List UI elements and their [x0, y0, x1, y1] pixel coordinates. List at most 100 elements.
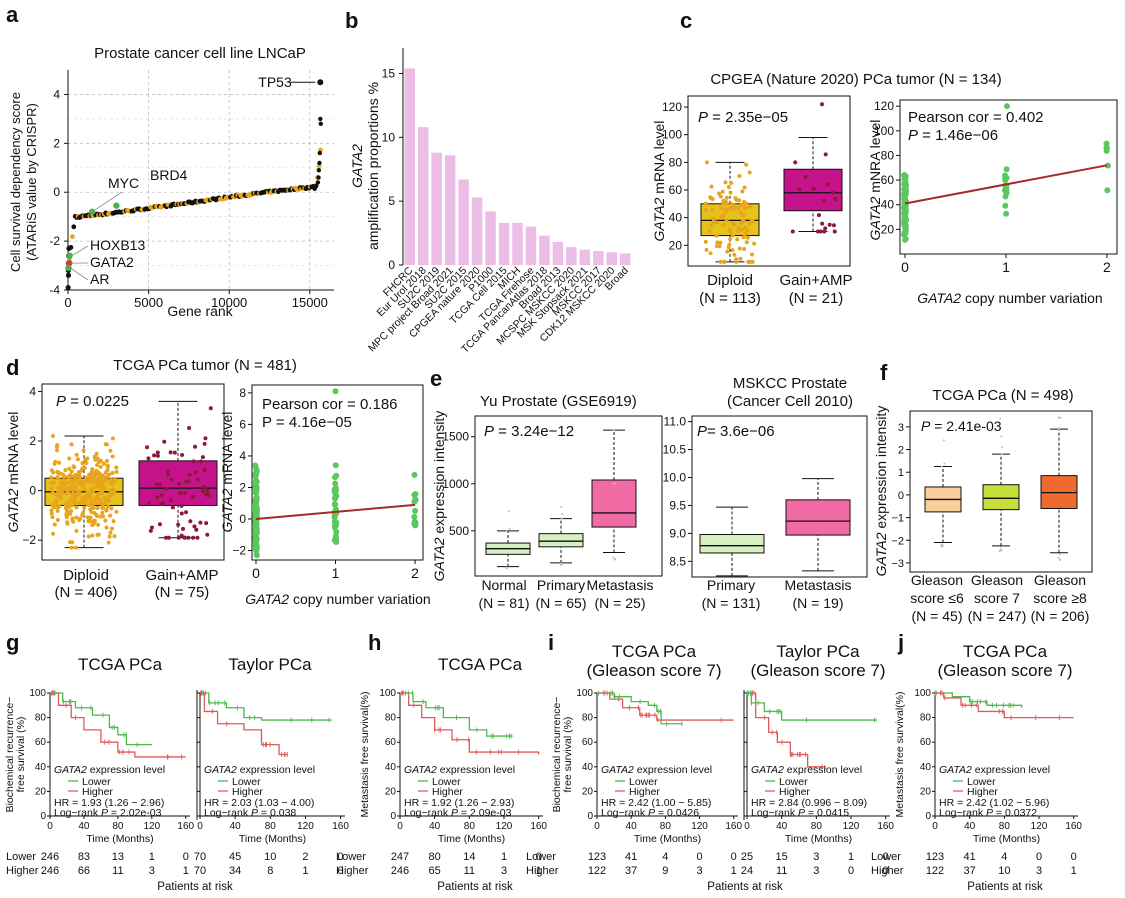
data-point	[109, 492, 114, 497]
y-axis-label: GATA2 mRNA level	[219, 412, 235, 533]
y-tick-label: 80	[920, 713, 932, 724]
data-point	[109, 506, 114, 511]
y-tick-label: 120	[662, 100, 682, 114]
data-point	[68, 540, 73, 545]
legend-higher: Higher	[967, 786, 998, 798]
data-point	[253, 495, 260, 502]
y-axis-label: free survival (%)	[562, 717, 574, 793]
x-tick-label: 160	[332, 821, 349, 832]
group-n: (N = 75)	[155, 584, 210, 601]
highlight-point	[66, 259, 73, 267]
y-tick-label: 0	[390, 811, 396, 822]
km-curve-higher	[747, 692, 826, 770]
y-tick-label: 6	[239, 417, 246, 431]
data-point	[66, 474, 71, 479]
data-point	[317, 150, 323, 156]
outlier	[612, 482, 615, 485]
data-point	[741, 201, 746, 206]
fit-line	[904, 164, 1108, 205]
km-curve-higher	[597, 692, 734, 721]
outlier	[612, 429, 615, 432]
km-curve-lower	[747, 692, 877, 721]
data-point	[187, 472, 192, 477]
box	[699, 534, 765, 554]
y-tick-label: 2	[898, 445, 904, 457]
risk-count-higher: 37	[964, 865, 976, 877]
outlier	[1000, 435, 1003, 438]
risk-count-higher: 34	[229, 865, 241, 877]
outlier	[505, 529, 508, 532]
data-point	[331, 524, 338, 531]
data-point	[105, 468, 110, 473]
data-point	[317, 160, 322, 166]
data-point	[76, 470, 81, 475]
x-tick-label: 2	[411, 565, 419, 581]
y-tick-label: 40	[881, 198, 895, 212]
data-point	[252, 519, 259, 526]
data-point	[332, 486, 339, 493]
data-point	[818, 229, 823, 234]
data-point	[184, 479, 189, 484]
x-axis-label: Gene rank	[167, 303, 233, 319]
data-point	[106, 540, 111, 545]
data-point	[179, 511, 184, 516]
y-axis-label: amplification proportions %	[365, 82, 381, 250]
outlier	[942, 439, 945, 442]
x-tick-label: 160	[530, 821, 547, 832]
y-tick-label: 2	[29, 434, 36, 448]
data-point	[106, 494, 111, 499]
data-point	[49, 475, 54, 480]
data-point	[331, 537, 338, 544]
data-point	[191, 535, 196, 540]
data-point	[708, 251, 713, 256]
data-point	[105, 504, 110, 509]
outlier	[1057, 557, 1060, 560]
y-tick-label: 100	[576, 688, 593, 699]
data-point	[73, 477, 78, 482]
data-point	[82, 505, 87, 510]
data-point	[708, 196, 713, 201]
x-tick-label: 120	[297, 821, 314, 832]
data-point	[55, 508, 60, 513]
y-tick-label: 4	[29, 384, 36, 398]
data-point	[110, 481, 115, 486]
y-tick-label: 5	[388, 194, 395, 208]
data-point	[58, 495, 63, 500]
risk-row-label: Higher	[871, 865, 904, 877]
data-point	[331, 501, 338, 508]
annotation-brd4: BRD4	[150, 167, 188, 183]
data-point	[178, 491, 183, 496]
data-point	[54, 493, 59, 498]
data-point	[332, 462, 339, 469]
y-tick-label: 40	[669, 211, 683, 225]
data-point	[157, 482, 162, 487]
data-point	[98, 464, 103, 469]
data-point	[727, 242, 732, 247]
plot-frame	[691, 415, 868, 578]
data-point	[74, 528, 79, 533]
hazard-ratio: HR = 2.42 (1.00 − 5.85)	[601, 797, 711, 809]
x-axis-label: Time (Months)	[634, 833, 701, 845]
y-axis-label: GATA2 mRNA level	[5, 412, 21, 533]
data-point	[166, 535, 171, 540]
y-axis-label: Biochemical recurrence−	[4, 697, 16, 813]
y-tick-label: 4	[239, 449, 246, 463]
risk-count-higher: 1	[536, 865, 542, 877]
group-n: (N = 247)	[968, 608, 1027, 624]
bar	[431, 152, 442, 265]
data-point	[165, 472, 170, 477]
risk-count-lower: 1	[149, 851, 155, 863]
y-tick-label: 0	[925, 811, 931, 822]
km-title: TCGA PCa	[612, 642, 697, 661]
data-point	[316, 175, 321, 180]
data-point	[90, 467, 95, 472]
data-point	[182, 490, 187, 495]
y-axis-label: GATA2	[349, 144, 365, 188]
data-point	[195, 535, 200, 540]
data-point	[746, 259, 751, 264]
y-tick-label: 9.5	[669, 498, 686, 512]
data-point	[902, 213, 909, 220]
y-tick-label: 20	[582, 786, 594, 797]
data-point	[52, 461, 57, 466]
data-point	[51, 470, 56, 475]
